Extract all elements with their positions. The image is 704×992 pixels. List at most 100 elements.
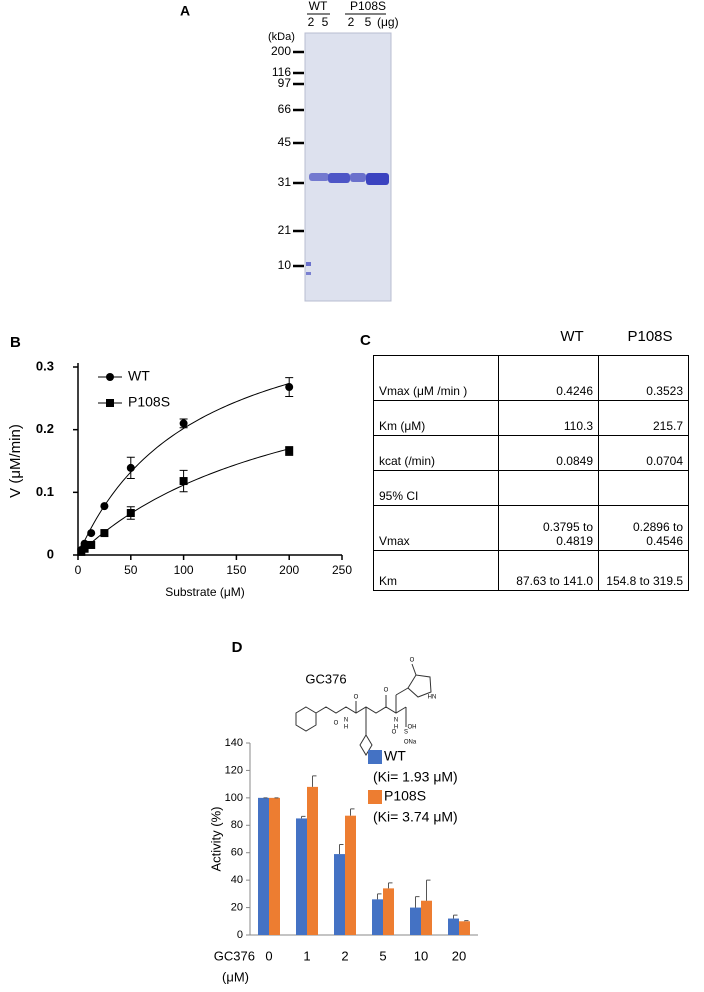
atom-label: S [404,730,408,736]
table-row: 95% CI [373,470,689,506]
mw-marker: 97 [278,76,292,90]
lane-group: P108S [350,0,386,13]
legend-marker [106,399,114,407]
x-tick-label: 0 [75,563,82,577]
atom-label: O [354,695,359,701]
y-tick-label: 0.3 [36,358,54,373]
x-tick-label: 0 [265,948,272,963]
lane-amount: 5 [365,15,372,29]
bar [410,907,421,935]
point [80,544,89,553]
y-tick-label: 120 [225,764,243,776]
atom-label: N [344,718,348,724]
y-tick-label: 0.2 [36,421,54,436]
x-tick-label: 20 [452,948,466,963]
column-header: WT [560,328,583,345]
legend-label: WT [384,748,406,764]
gel-border [304,32,392,302]
y-tick-label: 100 [225,792,243,804]
table-cell: 0.2896 to 0.4546 [598,505,689,551]
x-tick-label: 100 [174,563,194,577]
error-bar [350,808,355,816]
table-cell: 215.7 [598,400,689,436]
table-cell: 95% CI [373,470,499,506]
compound-name: GC376 [305,671,346,686]
y-tick-label: 80 [231,819,243,831]
fit-curve [77,383,290,556]
x-tick-label: 250 [332,563,352,577]
legend-note: (Ki= 1.93 μM) [373,769,458,785]
point [87,529,96,538]
band [350,173,366,182]
mw-marker: 116 [272,65,291,79]
mw-marker: 21 [278,223,292,237]
legend-swatch [368,750,382,764]
structure [295,663,432,756]
mw-marker: 10 [278,258,292,272]
point [126,463,135,472]
bar [258,797,269,935]
x-tick-label: 150 [226,563,246,577]
y-tick-label: 0.1 [36,484,54,499]
x-tick-label: 50 [124,563,138,577]
bar [307,786,318,935]
table-cell: Km [373,550,499,591]
table-cell [598,470,689,506]
atom-label: ONa [404,740,417,746]
mw-marker: 200 [271,44,291,58]
y-tick-label: 40 [231,874,243,886]
atom-label: O [334,721,339,727]
point [179,419,188,428]
y-axis-label: V (μM/min) [7,424,24,498]
point [87,540,96,549]
x-tick-label: 200 [279,563,299,577]
x-axis-unit: (μM) [222,969,249,984]
point [100,502,109,511]
bar [372,899,383,935]
point [126,509,135,518]
atom-label: OH [408,725,417,731]
mw-unit: (kDa) [268,31,295,43]
table-cell: 87.63 to 141.0 [498,550,599,591]
atom-label: HN [428,695,437,701]
table-cell: Vmax (μM /min ) [373,355,499,401]
y-tick-label: 0 [47,546,54,561]
x-tick-label: 10 [414,948,428,963]
bar [383,888,394,935]
table-cell: 110.3 [498,400,599,436]
band [309,173,329,181]
point [285,383,294,392]
band [366,173,389,185]
table-cell: 0.0849 [498,435,599,471]
kinetics-table: Vmax (μM /min ) 0.4246 0.3523 Km (μM) 110.3 2… [373,355,689,591]
ladder-band [306,262,311,266]
legend-marker [106,373,114,381]
point [285,446,294,455]
gel [305,33,391,301]
atom-label: O [410,658,415,664]
y-tick-label: 0 [237,929,243,941]
bar [421,900,432,935]
x-axis-label: GC376 [214,948,255,963]
bar [296,818,307,935]
bar [334,854,345,935]
legend-note: (Ki= 3.74 μM) [373,809,458,825]
y-tick-label: 60 [231,847,243,859]
x-tick-label: 5 [379,948,386,963]
band [328,173,350,183]
table-cell: 154.8 to 319.5 [598,550,689,591]
mw-marker: 66 [278,102,292,116]
atom-label: O [392,730,397,736]
mw-marker: 31 [278,175,292,189]
table-cell: 0.3795 to 0.4819 [498,505,599,551]
table-row: kcat (/min) 0.0849 0.0704 [373,435,689,471]
error-bar [415,896,420,908]
x-tick-label: 2 [341,948,348,963]
atom-label: H [344,725,348,731]
error-bar [453,914,458,919]
table-cell: Vmax [373,505,499,551]
ladder-band [306,272,311,275]
bar [345,815,356,935]
